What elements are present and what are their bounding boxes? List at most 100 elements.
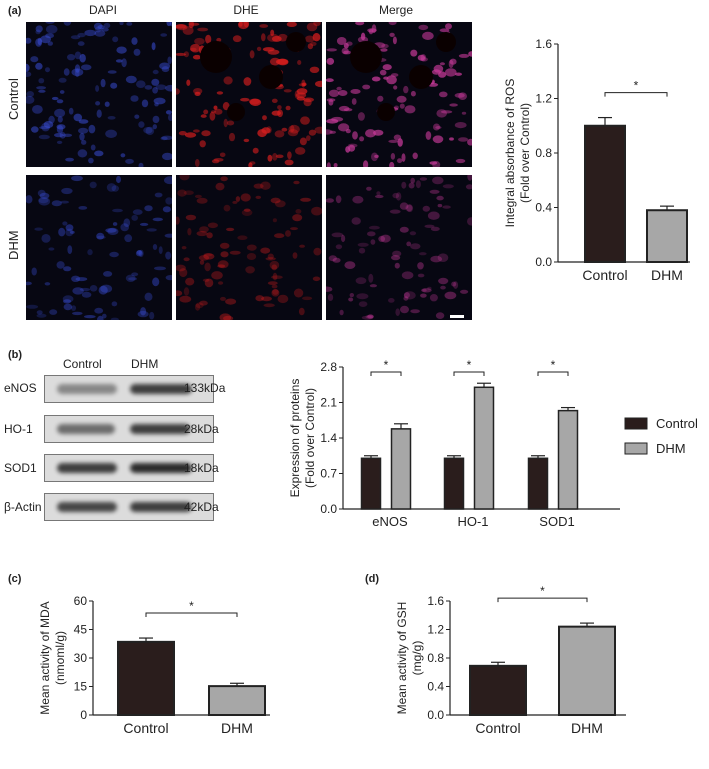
y-tick-label: 60 [74, 594, 88, 608]
y-tick-label: 15 [74, 680, 88, 694]
x-tick-label: Control [475, 720, 520, 736]
panel-c-label: (c) [8, 573, 22, 585]
weight-ho1: 28kDa [184, 422, 219, 436]
blot-band [57, 384, 117, 394]
bar-control-enos [360, 457, 382, 510]
blot-row-ho1: HO-1 [4, 422, 33, 436]
y-axis-label: (Fold over Control) [303, 388, 317, 488]
panel-d-label: (d) [365, 573, 380, 585]
col-label-merge: Merge [378, 3, 413, 17]
significance-star: * [467, 358, 472, 372]
significance-bracket [370, 371, 402, 376]
blot-col-dhm: DHM [131, 357, 159, 371]
blot-band [130, 424, 190, 434]
x-tick-label: DHM [221, 720, 253, 736]
panel-a-label: (a) [8, 5, 22, 17]
bar-dhm-sod1 [557, 409, 579, 510]
x-tick-label: HO-1 [457, 514, 488, 529]
chart-ros: 0.0 0.4 0.8 1.2 1.6 Integral absorbance of RO… [503, 37, 690, 283]
blot-col-control: Control [63, 357, 102, 371]
significance-bracket [497, 597, 588, 603]
bar-control [117, 640, 175, 716]
micrograph-dhm-merge [326, 175, 472, 320]
significance-star: * [540, 584, 545, 598]
bar-dhm [646, 209, 688, 264]
y-axis-label: (Fold over Control) [518, 103, 532, 203]
legend-swatch-dhm [624, 442, 648, 455]
x-tick-label: DHM [651, 267, 683, 283]
y-tick-label: 0.8 [535, 146, 552, 160]
bar-dhm-ho-1 [473, 386, 495, 510]
blot-row-actin: β-Actin [4, 500, 42, 514]
significance-bracket [145, 612, 238, 618]
y-tick-label: 1.2 [535, 92, 552, 106]
significance-bracket [604, 92, 668, 97]
blot-band [130, 502, 192, 512]
y-tick-label: 0.8 [427, 651, 444, 665]
micrograph-dhm-dhe [176, 175, 322, 320]
weight-enos: 133kDa [184, 381, 226, 395]
chart-gsh: 0.0 0.4 0.8 1.2 1.6 Mean activity of GSH (mg/g… [395, 584, 626, 736]
col-label-dhe: DHE [233, 3, 259, 17]
blot-band [57, 424, 115, 434]
blot-row-enos: eNOS [4, 381, 37, 395]
micrograph-control-merge [326, 22, 472, 167]
blot-strip [44, 454, 214, 482]
y-tick-label: 0.0 [535, 255, 552, 269]
blot-row-sod1: SOD1 [4, 461, 37, 475]
y-tick-label: 45 [74, 623, 88, 637]
significance-star: * [551, 358, 556, 372]
y-tick-label: 0.0 [320, 502, 337, 516]
significance-star: * [384, 358, 389, 372]
micrograph-dhm-dapi [26, 175, 172, 320]
blot-band [130, 463, 192, 473]
bar-dhm-enos [390, 428, 412, 510]
y-tick-label: 0.4 [535, 201, 552, 215]
x-tick-label: Control [123, 720, 168, 736]
y-tick-label: 0.4 [427, 680, 444, 694]
y-axis-label: Mean activity of MDA [38, 601, 52, 714]
blot-band [57, 502, 117, 512]
weight-actin: 42kDa [184, 500, 219, 514]
bar-control-ho-1 [443, 457, 465, 510]
x-tick-label: eNOS [372, 514, 408, 529]
micrograph-control-dapi [26, 22, 172, 167]
weight-sod1: 18kDa [184, 461, 219, 475]
bar-control [584, 124, 626, 263]
y-tick-label: 1.6 [427, 594, 444, 608]
y-axis-label: Integral absorbance of ROS [503, 79, 517, 228]
y-axis-label: Expression of proteins [288, 379, 302, 498]
legend-label-dhm: DHM [656, 441, 686, 456]
blot-strip [44, 415, 214, 443]
y-tick-label: 30 [74, 651, 88, 665]
x-tick-label: Control [582, 267, 627, 283]
blot-strip [44, 493, 214, 521]
y-tick-label: 2.1 [320, 396, 337, 410]
y-axis-label: Mean activity of GSH [395, 602, 409, 715]
significance-bracket [537, 371, 569, 376]
col-label-dapi: DAPI [88, 3, 117, 17]
y-axis-label: (nmoml/g) [53, 631, 67, 685]
micrograph-control-dhe [176, 22, 322, 167]
blot-band [130, 384, 192, 394]
y-tick-label: 2.8 [320, 360, 337, 374]
western-blot [44, 375, 214, 525]
y-tick-label: 0 [80, 708, 87, 722]
bar-dhm [208, 685, 266, 716]
bar-dhm [558, 625, 616, 717]
legend-label-control: Control [656, 416, 698, 431]
y-tick-label: 0.0 [427, 708, 444, 722]
bar-control [469, 664, 527, 717]
chart-mda: 0 15 30 45 60 Mean activity of MDA (nmoml/g) Co… [38, 594, 270, 736]
y-tick-label: 1.2 [427, 623, 444, 637]
y-tick-label: 1.4 [320, 431, 337, 445]
y-axis-label: (mg/g) [410, 641, 424, 676]
significance-bracket [453, 371, 485, 376]
significance-star: * [634, 79, 639, 93]
chart-proteins: 0.0 0.7 1.4 2.1 2.8 Expression of proteins (Fo… [288, 358, 698, 529]
x-tick-label: DHM [571, 720, 603, 736]
bar-control-sod1 [527, 457, 549, 510]
legend-swatch-control [624, 417, 648, 430]
scale-bar [450, 315, 464, 318]
